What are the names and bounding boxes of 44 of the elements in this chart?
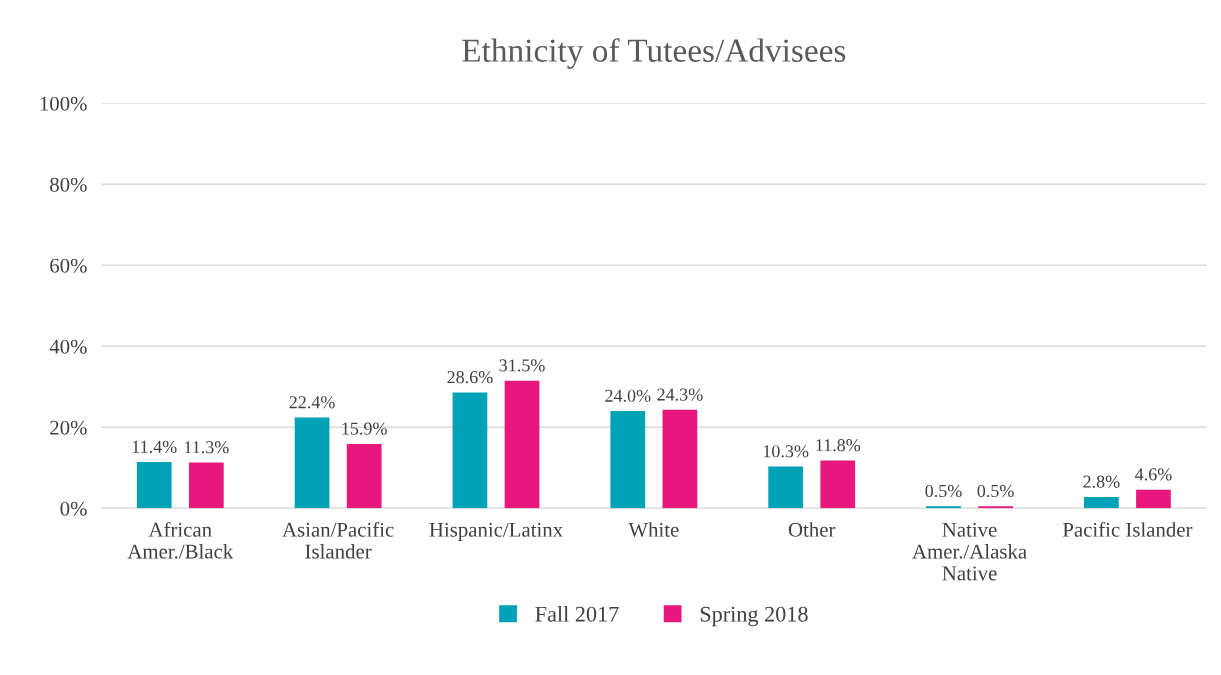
y-tick-label: 0%: [60, 501, 87, 516]
data-label: 15.9%: [342, 422, 387, 435]
bar: [188, 462, 224, 509]
y-tick-label: 80%: [50, 177, 87, 192]
y-tick-label: 100%: [40, 96, 87, 111]
bar: [1084, 496, 1119, 509]
data-label: 11.8%: [816, 439, 861, 452]
x-tick-label: African Amer./Black: [127, 521, 234, 559]
bar: [346, 443, 382, 509]
y-tick-label: 60%: [50, 258, 87, 273]
legend-label: Spring 2018: [700, 606, 808, 627]
x-tick-label: White: [628, 522, 679, 537]
bar: [978, 506, 1013, 509]
data-label: 10.3%: [763, 445, 809, 458]
bar: [452, 392, 488, 509]
x-tick-label: Hispanic/Latinx: [429, 522, 563, 542]
data-label: 31.5%: [499, 359, 545, 372]
chart-title: Ethnicity of Tutees/Advisees: [462, 38, 846, 69]
x-tick-label: Asian/Pacific Islander: [282, 521, 394, 559]
x-tick-label: Pacific Islander: [1062, 521, 1193, 537]
bar: [136, 462, 172, 509]
data-label: 22.4%: [289, 396, 335, 409]
data-label: 4.6%: [1135, 468, 1172, 481]
data-label: 0.5%: [977, 484, 1014, 498]
x-tick-label: Other: [788, 522, 836, 537]
legend-label: Fall 2017: [535, 606, 619, 622]
bar: [768, 466, 804, 509]
data-label: 0.5%: [925, 484, 962, 498]
x-tick-label: Native Amer./Alaska Native: [912, 522, 1027, 581]
bar: [504, 380, 540, 509]
y-tick-label: 20%: [50, 420, 87, 435]
bar: [294, 417, 330, 509]
data-label: 11.3%: [184, 441, 229, 454]
data-label: 11.4%: [132, 440, 177, 453]
data-label: 24.3%: [657, 388, 703, 401]
bar: [926, 506, 961, 509]
data-label: 2.8%: [1083, 475, 1120, 488]
data-label: 24.0%: [605, 389, 651, 402]
data-label: 28.6%: [447, 371, 493, 384]
bar: [610, 411, 646, 509]
bar: [1136, 489, 1171, 509]
bar: [662, 409, 698, 509]
bar: [820, 460, 856, 509]
y-tick-label: 40%: [49, 339, 87, 354]
